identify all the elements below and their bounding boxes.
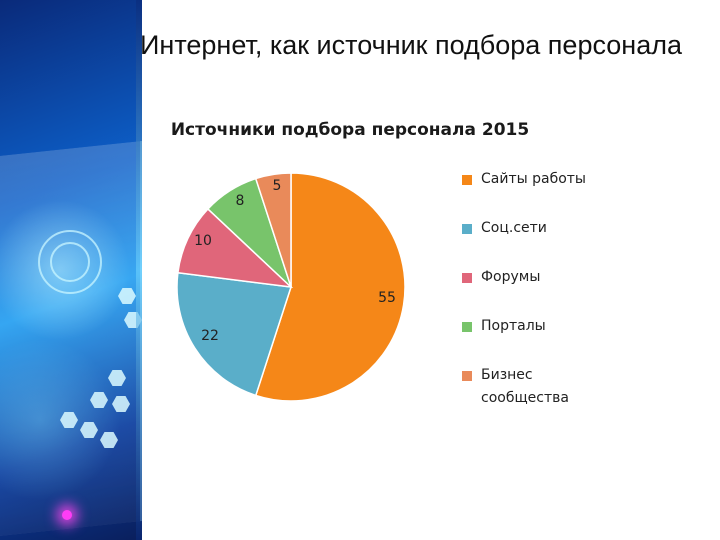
glow-dot-icon	[62, 510, 72, 520]
decorative-side-panel	[0, 0, 142, 540]
legend-label: Бизнес сообщества	[481, 367, 569, 406]
ring-icon	[50, 242, 90, 282]
legend-label: Форумы	[481, 269, 541, 285]
hexagon-icon	[90, 392, 108, 408]
legend-swatch	[462, 322, 472, 332]
ring-icon	[38, 230, 102, 294]
hexagon-icon	[60, 412, 78, 428]
legend-label: Сайты работы	[481, 171, 586, 187]
slide-title: Интернет, как источник подбора персонала	[140, 30, 682, 60]
legend-swatch	[462, 273, 472, 283]
hexagon-icon	[100, 432, 118, 448]
data-label: 55	[378, 290, 396, 306]
chart-title: Источники подбора персонала 2015	[170, 120, 530, 140]
pie-slice	[177, 207, 294, 289]
pie-slice	[254, 172, 292, 288]
panel-edge	[136, 0, 142, 540]
legend-swatch	[462, 371, 472, 381]
hexagon-icon	[112, 396, 130, 412]
hexagon-icon	[80, 422, 98, 438]
legend-label: Порталы	[481, 318, 546, 334]
data-label: 8	[236, 193, 245, 209]
data-label: 10	[194, 233, 212, 249]
data-label: 22	[201, 328, 219, 344]
data-label: 5	[273, 178, 282, 194]
legend-swatch	[462, 224, 472, 234]
legend-swatch	[462, 175, 472, 185]
legend-label: Соц.сети	[481, 220, 547, 236]
hexagon-icon	[118, 288, 136, 304]
pie-slice	[254, 172, 406, 402]
pie-slice	[176, 271, 292, 397]
hexagon-icon	[108, 370, 126, 386]
